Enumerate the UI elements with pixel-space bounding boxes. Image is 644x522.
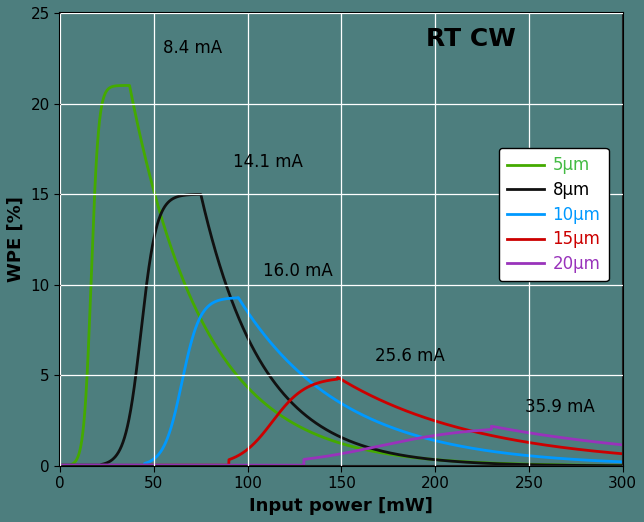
10μm	[120, 462, 128, 468]
20μm	[488, 423, 495, 430]
Line: 5μm: 5μm	[60, 86, 623, 466]
5μm	[62, 462, 70, 469]
5μm	[619, 462, 627, 469]
8μm	[272, 382, 280, 388]
Text: RT CW: RT CW	[426, 27, 516, 51]
5μm	[154, 203, 162, 209]
8μm	[56, 462, 64, 468]
10μm	[234, 294, 242, 301]
5μm	[56, 462, 64, 468]
15μm	[619, 450, 627, 457]
Y-axis label: WPE [%]: WPE [%]	[7, 197, 25, 282]
15μm	[154, 462, 162, 468]
Text: 16.0 mA: 16.0 mA	[263, 262, 332, 280]
20μm	[154, 462, 162, 468]
Legend: 5μm, 8μm, 10μm, 15μm, 20μm: 5μm, 8μm, 10μm, 15μm, 20μm	[499, 148, 609, 281]
10μm	[56, 462, 64, 468]
5μm	[608, 462, 616, 469]
20μm	[547, 433, 555, 440]
5μm	[126, 82, 133, 89]
20μm	[272, 462, 279, 468]
8μm	[120, 435, 128, 442]
15μm	[296, 388, 304, 395]
15μm	[547, 443, 555, 449]
5μm	[272, 409, 280, 416]
20μm	[608, 441, 616, 447]
8μm	[619, 462, 627, 469]
10μm	[608, 458, 616, 465]
15μm	[272, 414, 279, 420]
5μm	[297, 424, 305, 430]
8μm	[197, 191, 205, 197]
15μm	[56, 462, 64, 468]
8μm	[547, 462, 555, 468]
10μm	[296, 370, 304, 376]
20μm	[296, 462, 304, 468]
10μm	[619, 459, 627, 465]
Line: 10μm: 10μm	[60, 298, 623, 465]
10μm	[272, 346, 280, 352]
Text: 25.6 mA: 25.6 mA	[375, 347, 445, 365]
Text: 8.4 mA: 8.4 mA	[164, 39, 222, 57]
Line: 15μm: 15μm	[60, 377, 623, 465]
20μm	[619, 442, 627, 448]
Text: 35.9 mA: 35.9 mA	[525, 398, 595, 416]
Line: 20μm: 20μm	[60, 426, 623, 465]
8μm	[154, 220, 162, 226]
15μm	[608, 449, 616, 456]
20μm	[56, 462, 64, 468]
8μm	[296, 408, 304, 414]
Text: 14.1 mA: 14.1 mA	[232, 153, 303, 171]
15μm	[120, 462, 128, 468]
10μm	[547, 455, 555, 461]
5μm	[547, 461, 555, 468]
15μm	[334, 374, 341, 381]
Line: 8μm: 8μm	[60, 194, 623, 466]
20μm	[120, 462, 128, 468]
8μm	[608, 462, 616, 469]
X-axis label: Input power [mW]: Input power [mW]	[249, 497, 433, 515]
5μm	[120, 82, 128, 89]
10μm	[154, 453, 162, 459]
